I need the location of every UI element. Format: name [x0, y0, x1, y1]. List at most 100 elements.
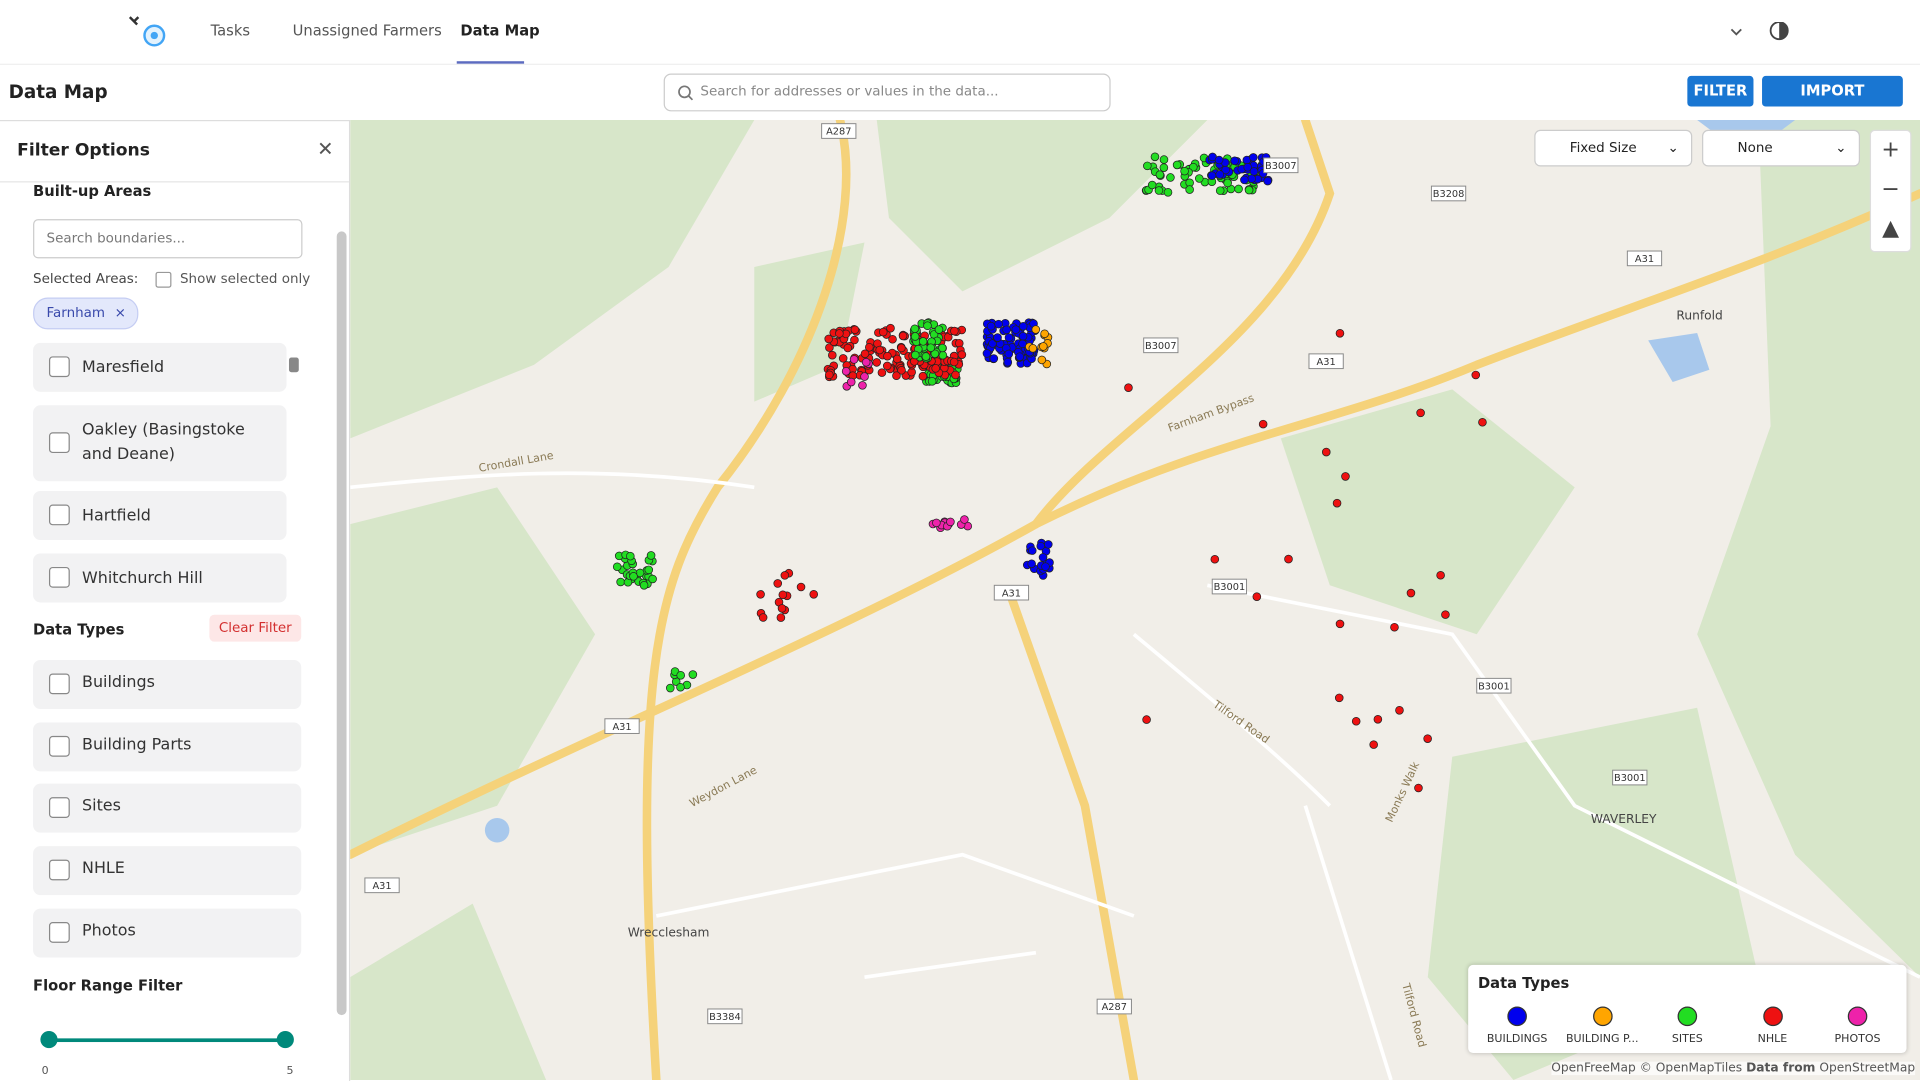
data-point[interactable] [918, 337, 928, 346]
data-point[interactable] [1039, 342, 1048, 351]
data-point[interactable] [1406, 588, 1416, 598]
map[interactable]: A287 B3007 B3208 A31 Runfold B3007 A31 A31 B3001… [350, 120, 1920, 1080]
data-point[interactable] [1037, 355, 1047, 365]
data-point[interactable] [676, 671, 685, 680]
data-type-option[interactable]: Photos [33, 908, 302, 958]
data-point[interactable] [1258, 419, 1268, 429]
data-point[interactable] [877, 368, 887, 377]
checkbox[interactable] [155, 271, 172, 288]
data-point[interactable] [986, 321, 996, 331]
data-point[interactable] [1414, 783, 1423, 793]
checkbox[interactable] [48, 504, 70, 526]
data-type-option[interactable]: Building Parts [33, 722, 302, 772]
data-point[interactable] [1159, 163, 1169, 172]
data-point[interactable] [1044, 540, 1053, 549]
data-point[interactable] [923, 321, 932, 331]
data-point[interactable] [841, 367, 851, 376]
data-point[interactable] [835, 329, 844, 338]
data-point[interactable] [918, 371, 928, 381]
data-point[interactable] [860, 372, 869, 381]
data-point[interactable] [756, 590, 765, 599]
data-point[interactable] [1240, 175, 1249, 185]
data-point[interactable] [676, 682, 685, 692]
data-point[interactable] [1441, 610, 1450, 619]
data-point[interactable] [648, 574, 657, 584]
data-point[interactable] [960, 515, 969, 524]
data-type-option[interactable]: Buildings [33, 660, 302, 709]
data-type-option[interactable]: NHLE [33, 846, 302, 896]
data-point[interactable] [1214, 155, 1224, 165]
data-point[interactable] [931, 364, 940, 373]
header-icons[interactable] [1727, 22, 1800, 42]
checkbox[interactable] [48, 432, 70, 454]
data-point[interactable] [882, 361, 892, 371]
data-point[interactable] [1002, 325, 1011, 335]
data-point[interactable] [927, 377, 937, 386]
data-point[interactable] [1195, 174, 1204, 183]
data-point[interactable] [1284, 554, 1293, 564]
data-point[interactable] [1243, 162, 1253, 172]
data-point[interactable] [1335, 619, 1345, 629]
data-point[interactable] [1004, 333, 1014, 342]
close-button[interactable]: ✕ [317, 137, 334, 161]
checkbox[interactable] [48, 921, 70, 943]
data-point[interactable] [1018, 331, 1028, 341]
data-point[interactable] [1341, 472, 1350, 481]
data-point[interactable] [1436, 570, 1445, 580]
data-point[interactable] [1334, 693, 1344, 703]
data-point[interactable] [1369, 740, 1378, 749]
data-point[interactable] [1172, 160, 1182, 170]
data-point[interactable] [777, 604, 787, 613]
data-point[interactable] [776, 613, 786, 622]
data-point[interactable] [898, 331, 908, 341]
data-point[interactable] [1263, 176, 1272, 186]
data-point[interactable] [872, 358, 881, 367]
data-point[interactable] [616, 577, 625, 587]
data-point[interactable] [950, 326, 959, 336]
data-point[interactable] [1247, 174, 1256, 184]
data-point[interactable] [1416, 408, 1425, 418]
data-point[interactable] [1234, 184, 1243, 194]
data-point[interactable] [858, 381, 867, 390]
data-point[interactable] [639, 581, 649, 590]
data-point[interactable] [892, 371, 901, 380]
data-point[interactable] [1351, 716, 1361, 726]
scrollbar[interactable] [336, 231, 347, 1016]
data-point[interactable] [1041, 562, 1050, 571]
checkbox[interactable] [48, 566, 70, 588]
checkbox[interactable] [48, 673, 70, 695]
data-point[interactable] [838, 354, 848, 363]
logo[interactable] [127, 10, 171, 54]
data-point[interactable] [796, 582, 806, 592]
data-point[interactable] [1028, 344, 1038, 353]
data-point[interactable] [1321, 447, 1331, 457]
boundary-search[interactable]: Search boundaries... [33, 219, 303, 259]
data-point[interactable] [612, 562, 622, 572]
data-point[interactable] [1027, 559, 1036, 569]
data-point[interactable] [910, 332, 920, 341]
chip-remove[interactable]: × [114, 304, 126, 321]
area-option[interactable]: Hartfield [33, 491, 287, 540]
nav-item[interactable]: Tasks [210, 22, 250, 40]
data-point[interactable] [1040, 329, 1049, 339]
slider-handle[interactable] [276, 1031, 294, 1049]
checkbox[interactable] [48, 859, 70, 881]
data-point[interactable] [850, 335, 859, 345]
data-point[interactable] [1147, 180, 1157, 190]
data-point[interactable] [666, 683, 675, 693]
data-point[interactable] [993, 333, 1002, 342]
data-point[interactable] [949, 357, 959, 367]
data-point[interactable] [938, 343, 947, 353]
data-point[interactable] [688, 670, 698, 679]
data-point[interactable] [886, 323, 895, 333]
data-point[interactable] [758, 613, 768, 622]
data-point[interactable] [910, 324, 920, 334]
data-point[interactable] [892, 354, 902, 364]
data-point[interactable] [957, 350, 967, 359]
data-point[interactable] [994, 319, 1003, 329]
data-point[interactable] [644, 565, 654, 575]
data-point[interactable] [1011, 325, 1021, 334]
chart-select[interactable]: None ⌄ [1702, 129, 1860, 167]
data-point[interactable] [1215, 170, 1225, 179]
data-point[interactable] [951, 370, 960, 380]
